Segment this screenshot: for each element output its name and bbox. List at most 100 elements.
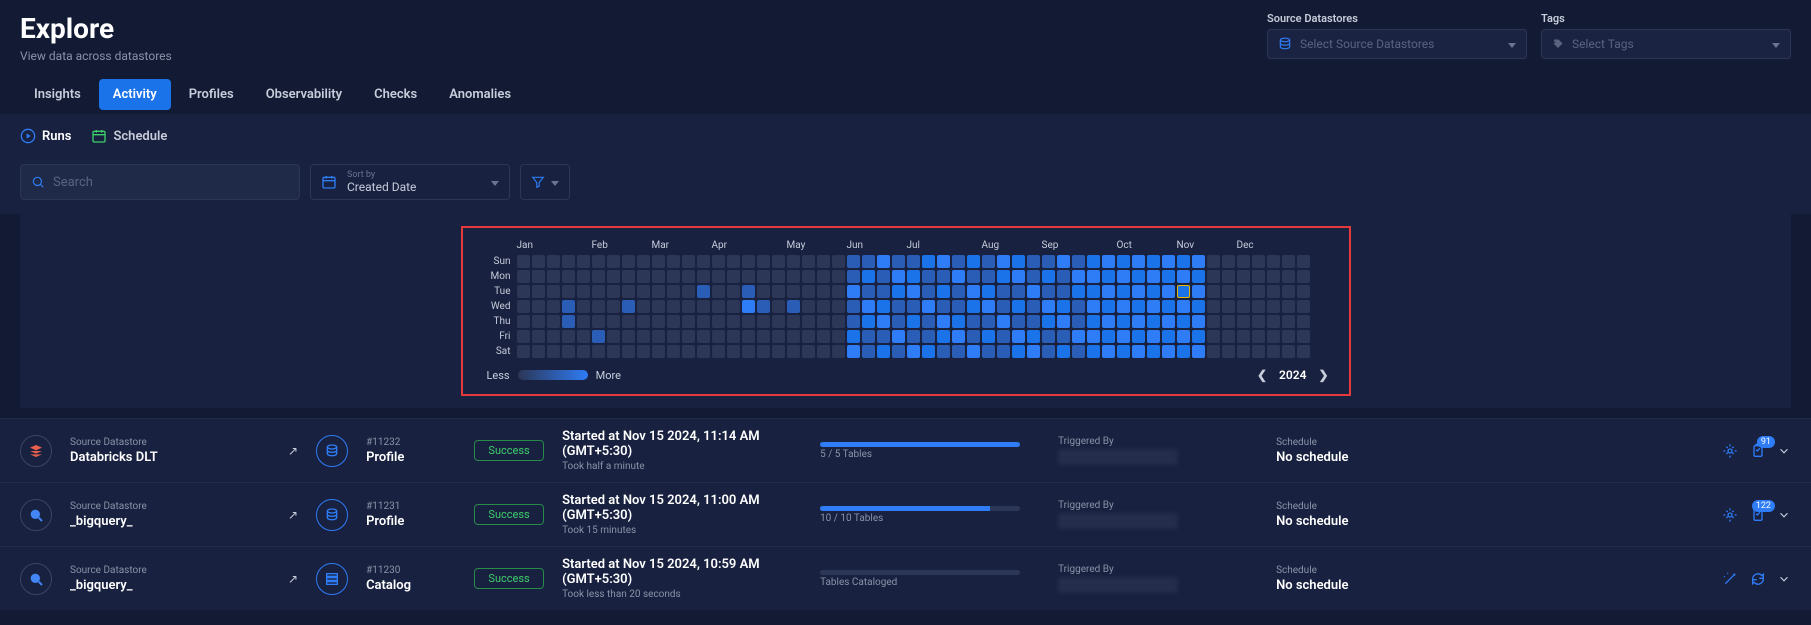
heatmap-cell[interactable] <box>982 345 995 358</box>
tab-profiles[interactable]: Profiles <box>175 79 248 110</box>
heatmap-cell[interactable] <box>637 255 650 268</box>
heatmap-cell[interactable] <box>847 345 860 358</box>
heatmap-cell[interactable] <box>892 300 905 313</box>
heatmap-cell[interactable] <box>862 345 875 358</box>
heatmap-cell[interactable] <box>832 345 845 358</box>
tab-activity[interactable]: Activity <box>99 79 171 110</box>
heatmap-cell[interactable] <box>1282 345 1295 358</box>
heatmap-cell[interactable] <box>637 330 650 343</box>
heatmap-cell[interactable] <box>532 285 545 298</box>
heatmap-cell[interactable] <box>1117 300 1130 313</box>
heatmap-cell[interactable] <box>1207 345 1220 358</box>
external-link-icon[interactable]: ↗ <box>288 444 298 458</box>
heatmap-cell[interactable] <box>1087 300 1100 313</box>
heatmap-cell[interactable] <box>997 285 1010 298</box>
heatmap-cell[interactable] <box>622 255 635 268</box>
heatmap-cell[interactable] <box>952 300 965 313</box>
heatmap-cell[interactable] <box>652 285 665 298</box>
heatmap-cell[interactable] <box>637 270 650 283</box>
heatmap-cell[interactable] <box>1162 255 1175 268</box>
heatmap-cell[interactable] <box>1012 330 1025 343</box>
heatmap-cell[interactable] <box>742 270 755 283</box>
heatmap-cell[interactable] <box>937 285 950 298</box>
heatmap-cell[interactable] <box>982 285 995 298</box>
heatmap-cell[interactable] <box>547 330 560 343</box>
heatmap-cell[interactable] <box>862 330 875 343</box>
heatmap-cell[interactable] <box>1072 270 1085 283</box>
heatmap-cell[interactable] <box>1147 330 1160 343</box>
external-link-icon[interactable]: ↗ <box>288 508 298 522</box>
expand-row[interactable] <box>1777 572 1791 586</box>
heatmap-cell[interactable] <box>952 285 965 298</box>
heatmap-cell[interactable] <box>832 255 845 268</box>
heatmap-cell[interactable] <box>697 345 710 358</box>
heatmap-cell[interactable] <box>1267 255 1280 268</box>
heatmap-cell[interactable] <box>637 345 650 358</box>
heatmap-cell[interactable] <box>682 285 695 298</box>
heatmap-cell[interactable] <box>982 315 995 328</box>
heatmap-cell[interactable] <box>592 315 605 328</box>
heatmap-cell[interactable] <box>757 285 770 298</box>
heatmap-cell[interactable] <box>1057 330 1070 343</box>
heatmap-cell[interactable] <box>952 270 965 283</box>
heatmap-cell[interactable] <box>1222 315 1235 328</box>
heatmap-cell[interactable] <box>1162 270 1175 283</box>
heatmap-cell[interactable] <box>532 315 545 328</box>
heatmap-cell[interactable] <box>682 255 695 268</box>
refresh-icon[interactable] <box>1749 570 1767 588</box>
heatmap-cell[interactable] <box>1207 285 1220 298</box>
heatmap-cell[interactable] <box>727 315 740 328</box>
heatmap-cell[interactable] <box>1237 345 1250 358</box>
subtab-schedule[interactable]: Schedule <box>91 128 167 144</box>
heatmap-cell[interactable] <box>922 345 935 358</box>
heatmap-cell[interactable] <box>1192 315 1205 328</box>
heatmap-cell[interactable] <box>682 270 695 283</box>
heatmap-cell[interactable] <box>1267 315 1280 328</box>
heatmap-cell[interactable] <box>1192 270 1205 283</box>
heatmap-cell[interactable] <box>1207 330 1220 343</box>
heatmap-cell[interactable] <box>787 315 800 328</box>
heatmap-cell[interactable] <box>592 345 605 358</box>
heatmap-cell[interactable] <box>1012 300 1025 313</box>
heatmap-cell[interactable] <box>982 270 995 283</box>
heatmap-cell[interactable] <box>937 315 950 328</box>
heatmap-cell[interactable] <box>697 255 710 268</box>
heatmap-cell[interactable] <box>562 255 575 268</box>
heatmap-cell[interactable] <box>772 255 785 268</box>
heatmap-cell[interactable] <box>1252 255 1265 268</box>
heatmap-cell[interactable] <box>952 315 965 328</box>
heatmap-cell[interactable] <box>847 300 860 313</box>
heatmap-cell[interactable] <box>682 330 695 343</box>
heatmap-cell[interactable] <box>862 255 875 268</box>
heatmap-cell[interactable] <box>847 255 860 268</box>
heatmap-cell[interactable] <box>1102 315 1115 328</box>
heatmap-cell[interactable] <box>577 315 590 328</box>
heatmap-cell[interactable] <box>1087 345 1100 358</box>
expand-row[interactable] <box>1777 508 1791 522</box>
heatmap-cell[interactable] <box>622 300 635 313</box>
heatmap-cell[interactable] <box>892 270 905 283</box>
heatmap-cell[interactable] <box>1177 285 1190 298</box>
heatmap-cell[interactable] <box>967 270 980 283</box>
heatmap-cell[interactable] <box>622 315 635 328</box>
heatmap-cell[interactable] <box>757 255 770 268</box>
heatmap-cell[interactable] <box>1012 345 1025 358</box>
heatmap-cell[interactable] <box>742 255 755 268</box>
heatmap-cell[interactable] <box>1177 255 1190 268</box>
expand-row[interactable] <box>1777 444 1791 458</box>
heatmap-cell[interactable] <box>1042 270 1055 283</box>
heatmap-cell[interactable] <box>652 315 665 328</box>
heatmap-cell[interactable] <box>997 300 1010 313</box>
heatmap-cell[interactable] <box>1027 255 1040 268</box>
heatmap-cell[interactable] <box>967 300 980 313</box>
heatmap-cell[interactable] <box>877 315 890 328</box>
heatmap-cell[interactable] <box>607 300 620 313</box>
heatmap-cell[interactable] <box>517 300 530 313</box>
heatmap-cell[interactable] <box>1222 300 1235 313</box>
heatmap-cell[interactable] <box>652 330 665 343</box>
heatmap-cell[interactable] <box>1132 330 1145 343</box>
heatmap-cell[interactable] <box>532 345 545 358</box>
heatmap-cell[interactable] <box>907 315 920 328</box>
heatmap-cell[interactable] <box>532 255 545 268</box>
heatmap-cell[interactable] <box>997 270 1010 283</box>
